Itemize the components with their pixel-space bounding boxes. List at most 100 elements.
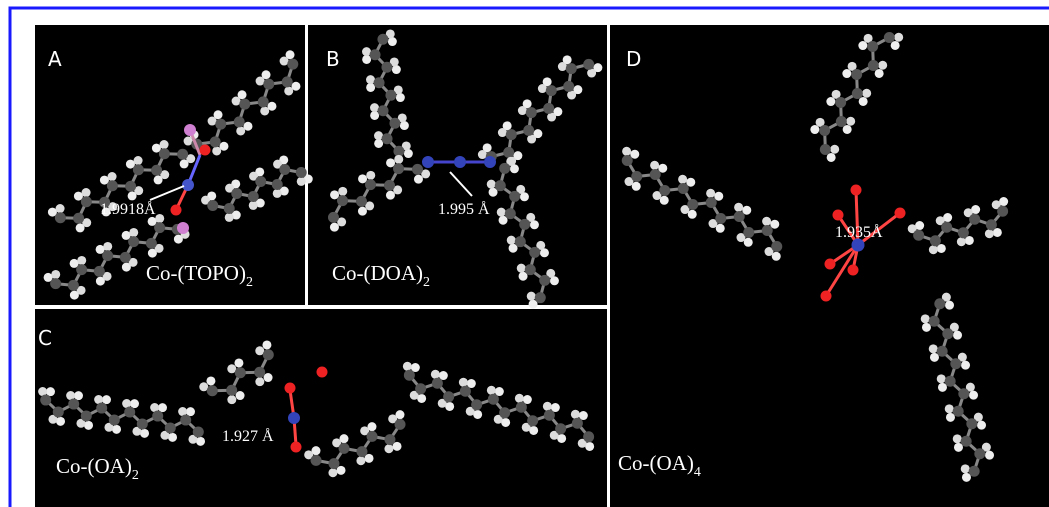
atom bbox=[894, 33, 903, 42]
atom bbox=[459, 378, 468, 387]
atom bbox=[389, 118, 400, 129]
atom bbox=[650, 169, 661, 180]
atom bbox=[945, 404, 954, 413]
atom bbox=[526, 107, 537, 118]
atom bbox=[527, 292, 536, 301]
atom bbox=[384, 180, 395, 191]
atom bbox=[112, 425, 121, 434]
atom bbox=[404, 149, 413, 158]
atom bbox=[186, 407, 195, 416]
atom bbox=[51, 270, 60, 279]
atom bbox=[94, 266, 105, 277]
atom bbox=[370, 111, 379, 120]
atom bbox=[392, 65, 401, 74]
atom bbox=[503, 147, 514, 158]
compound-name: Co-(DOA) bbox=[332, 261, 423, 285]
compound-name: Co-(TOPO) bbox=[146, 261, 246, 285]
atom bbox=[527, 135, 536, 144]
atom bbox=[891, 41, 900, 50]
atom bbox=[155, 214, 164, 223]
atom bbox=[381, 62, 392, 73]
atom bbox=[236, 126, 245, 135]
atom bbox=[208, 117, 217, 126]
atom bbox=[296, 167, 307, 178]
atom bbox=[509, 191, 520, 202]
atom bbox=[235, 367, 246, 378]
distance-label: 1.995 Å bbox=[438, 200, 490, 218]
atom bbox=[200, 145, 211, 156]
atom bbox=[535, 292, 546, 303]
atom bbox=[159, 148, 170, 159]
distance-label: 1.927 Å bbox=[222, 427, 274, 445]
atom bbox=[929, 316, 940, 327]
atom bbox=[102, 250, 113, 261]
atom bbox=[77, 256, 86, 265]
atom bbox=[374, 139, 383, 148]
atom bbox=[499, 163, 510, 174]
atom bbox=[180, 415, 191, 426]
atom bbox=[851, 69, 862, 80]
atom bbox=[506, 129, 517, 140]
atom bbox=[422, 156, 434, 168]
compound-subscript: 2 bbox=[132, 468, 139, 483]
atom bbox=[109, 414, 120, 425]
distance-label: 1.935Å bbox=[835, 223, 883, 241]
atom bbox=[929, 344, 938, 353]
atom bbox=[734, 211, 745, 222]
atom bbox=[969, 391, 978, 400]
atom bbox=[941, 222, 952, 233]
atom bbox=[412, 164, 423, 175]
atom bbox=[762, 225, 773, 236]
atom bbox=[285, 383, 296, 394]
atom bbox=[587, 69, 596, 78]
atom bbox=[311, 455, 322, 466]
atom bbox=[168, 433, 177, 442]
atom bbox=[337, 195, 348, 206]
atom bbox=[263, 349, 274, 360]
atom bbox=[842, 69, 851, 78]
atom bbox=[196, 437, 205, 446]
atom bbox=[103, 242, 112, 251]
atom bbox=[507, 236, 516, 245]
atom bbox=[393, 163, 404, 174]
atom bbox=[734, 203, 743, 212]
atom bbox=[394, 155, 403, 164]
atom bbox=[516, 402, 527, 413]
atom bbox=[328, 212, 339, 223]
atom bbox=[515, 394, 524, 403]
atom bbox=[945, 376, 956, 387]
panel-letter: C bbox=[38, 326, 52, 350]
atom bbox=[330, 223, 339, 232]
atom bbox=[158, 403, 167, 412]
atom bbox=[487, 180, 496, 189]
atom bbox=[366, 171, 375, 180]
atom bbox=[260, 106, 269, 115]
atom bbox=[583, 59, 594, 70]
atom bbox=[961, 361, 970, 370]
atom bbox=[921, 314, 930, 323]
atom bbox=[487, 386, 496, 395]
atom bbox=[771, 241, 782, 252]
atom bbox=[969, 466, 980, 477]
atom bbox=[231, 188, 242, 199]
atom bbox=[454, 156, 466, 168]
atom bbox=[288, 412, 300, 424]
atom bbox=[81, 410, 92, 421]
figure: A B C D 1.9918Å 1.995 Å 1.927 Å 1.935Å C… bbox=[0, 0, 1049, 507]
atom bbox=[950, 358, 961, 369]
atom bbox=[96, 403, 107, 414]
atom bbox=[358, 207, 367, 216]
atom bbox=[827, 153, 836, 162]
atom bbox=[227, 395, 236, 404]
atom bbox=[46, 387, 55, 396]
atom bbox=[518, 106, 527, 115]
atom bbox=[571, 410, 580, 419]
atom bbox=[858, 41, 867, 50]
atom bbox=[538, 84, 547, 93]
atom bbox=[258, 96, 269, 107]
atom bbox=[843, 125, 852, 134]
atom bbox=[358, 174, 367, 183]
atom bbox=[519, 219, 530, 230]
atom bbox=[362, 55, 371, 64]
atom bbox=[297, 177, 306, 186]
